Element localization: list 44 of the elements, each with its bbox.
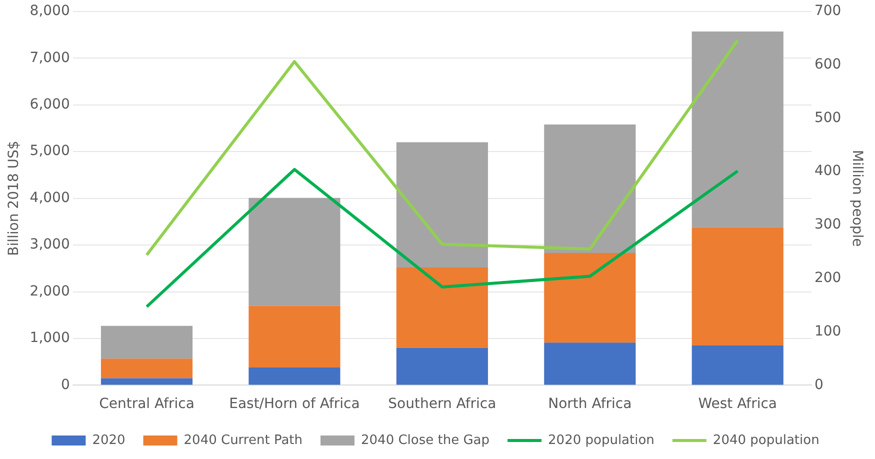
- bar: [100, 358, 193, 378]
- y2-tick-label: 500: [814, 110, 842, 126]
- x-tick-label: Southern Africa: [388, 396, 496, 412]
- bar: [100, 326, 193, 359]
- legend-label: 2040 Close the Gap: [361, 432, 490, 448]
- bar: [692, 31, 784, 228]
- bar: [100, 378, 193, 385]
- legend-label: 2020: [92, 432, 126, 448]
- bar: [544, 124, 636, 253]
- y2-tick-label: 300: [814, 216, 842, 233]
- y-tick-label: 7,000: [30, 50, 70, 66]
- y-tick-label: 0: [60, 376, 70, 393]
- bar: [544, 252, 636, 343]
- y-tick-label: 8,000: [30, 3, 70, 20]
- y-tick-label: 5,000: [30, 143, 70, 160]
- bar: [248, 198, 340, 306]
- bar: [396, 142, 488, 268]
- y-tick-label: 3,000: [30, 236, 70, 253]
- y2-tick-label: 200: [814, 270, 842, 286]
- y2-tick-label: 600: [814, 56, 842, 72]
- legend-label: 2020 population: [548, 432, 654, 448]
- bar: [396, 267, 488, 348]
- y2-tick-label: 0: [814, 376, 824, 393]
- bar: [248, 306, 340, 368]
- bar: [692, 227, 784, 346]
- bar: [396, 348, 488, 385]
- y-tick-label: 2,000: [30, 283, 70, 300]
- y-tick-label: 4,000: [30, 190, 70, 206]
- x-tick-label: East/Horn of Africa: [229, 396, 360, 412]
- y2-axis-title: Million people: [848, 150, 865, 247]
- x-tick-label: Central Africa: [99, 396, 194, 412]
- bar: [248, 367, 340, 385]
- legend-label: 2040 population: [712, 432, 820, 448]
- y-tick-label: 6,000: [30, 96, 70, 112]
- bar: [544, 342, 636, 385]
- legend-label: 2040 Current Path: [184, 432, 303, 448]
- y2-tick-label: 400: [814, 163, 842, 180]
- y2-tick-label: 100: [814, 323, 842, 340]
- x-tick-label: West Africa: [698, 396, 778, 412]
- y2-tick-label: 700: [814, 3, 842, 20]
- x-tick-label: North Africa: [548, 396, 632, 412]
- bar: [692, 345, 784, 385]
- y-axis-title: Billion 2018 US$: [6, 140, 22, 256]
- y-tick-label: 1,000: [30, 330, 70, 346]
